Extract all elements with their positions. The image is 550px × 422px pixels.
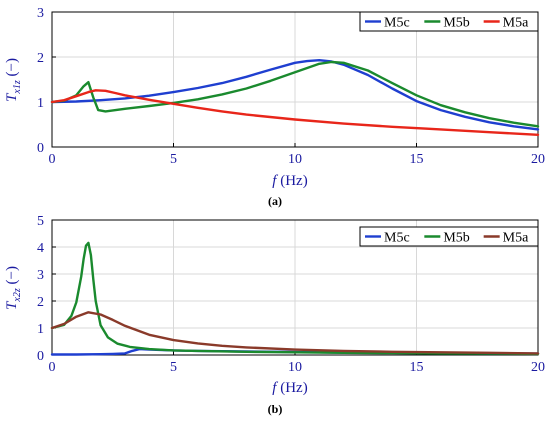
legend-box [359, 11, 539, 32]
legend-label-m5a: M5a [503, 16, 529, 31]
y-tick-label: 3 [37, 268, 44, 283]
y-axis-label-symbol: T [4, 92, 20, 102]
x-tick-label: 20 [531, 360, 545, 375]
legend-label-m5a: M5a [503, 231, 529, 246]
series-line-m5c [50, 59, 540, 131]
x-axis-label: f (Hz) [272, 380, 307, 396]
x-tick-label: 5 [170, 360, 177, 375]
x-axis-label-unit: (Hz) [276, 380, 307, 396]
y-tick-label: 2 [37, 51, 44, 66]
y-tick-label: 0 [37, 141, 44, 156]
legend-label-m5c: M5c [384, 16, 410, 31]
legend: M5c M5b M5a [359, 226, 539, 247]
y-axis-label-subscript: x1z [12, 80, 23, 94]
x-tick-label: 20 [531, 152, 545, 167]
y-tick-label: 4 [37, 241, 44, 256]
y-tick-label: 5 [37, 214, 44, 229]
y-axis-label-symbol: T [4, 300, 20, 310]
legend-label-m5c: M5c [384, 231, 410, 246]
y-tick-label: 2 [37, 295, 44, 310]
panel-label: (b) [268, 402, 283, 416]
x-axis-label-symbol: f [272, 173, 278, 189]
y-axis-label-group: Tx2z (−) [4, 266, 23, 310]
x-axis-label-unit: (Hz) [276, 173, 307, 189]
y-tick-label: 0 [37, 349, 44, 364]
series-line-m5b [50, 241, 540, 356]
chart-panel-2: 0 5 10 15 20 0 1 2 3 4 5 f (Hz) Tx2z (−) (b) M5c M5b M5a [4, 214, 545, 416]
legend-box [359, 226, 539, 247]
x-axis-label-symbol: f [272, 380, 278, 396]
x-axis-label: f (Hz) [272, 173, 307, 189]
legend-label-m5b: M5b [443, 231, 469, 246]
x-tick-label: 10 [288, 152, 302, 167]
y-axis-label: Tx2z (−) [4, 266, 23, 310]
x-tick-label: 0 [49, 360, 56, 375]
y-axis-label-subscript: x2z [12, 288, 23, 302]
series-line-m5a [50, 89, 540, 137]
legend: M5c M5b M5a [359, 11, 539, 32]
y-axis-label-group: Tx1z (−) [4, 58, 23, 102]
x-tick-label: 10 [288, 360, 302, 375]
x-tick-label: 0 [49, 152, 56, 167]
y-tick-label: 1 [37, 322, 44, 337]
series-line-m5b [50, 60, 540, 128]
y-axis-label: Tx1z (−) [4, 58, 23, 102]
y-axis-label-unit: (−) [4, 266, 20, 288]
chart-panel-1: 0 5 10 15 20 0 1 2 3 f (Hz) Tx1z (−) (a) M5c M5b M5a [4, 6, 545, 208]
legend-label-m5b: M5b [443, 16, 469, 31]
x-tick-label: 15 [410, 152, 424, 167]
y-tick-label: 1 [37, 96, 44, 111]
x-tick-label: 15 [410, 360, 424, 375]
panel-label: (a) [268, 194, 282, 208]
y-axis-label-unit: (−) [4, 58, 20, 80]
x-tick-label: 5 [170, 152, 177, 167]
series-line-m5a [50, 311, 540, 355]
y-tick-label: 3 [37, 6, 44, 21]
